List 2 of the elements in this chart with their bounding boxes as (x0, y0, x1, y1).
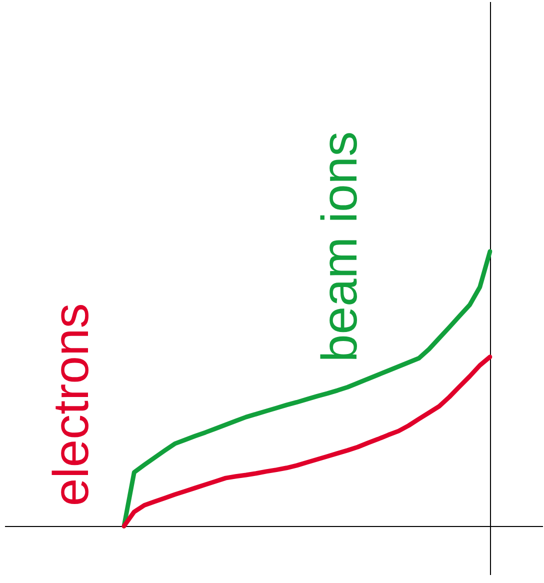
text: electrons (42, 303, 99, 506)
text: beam ions (311, 131, 368, 362)
